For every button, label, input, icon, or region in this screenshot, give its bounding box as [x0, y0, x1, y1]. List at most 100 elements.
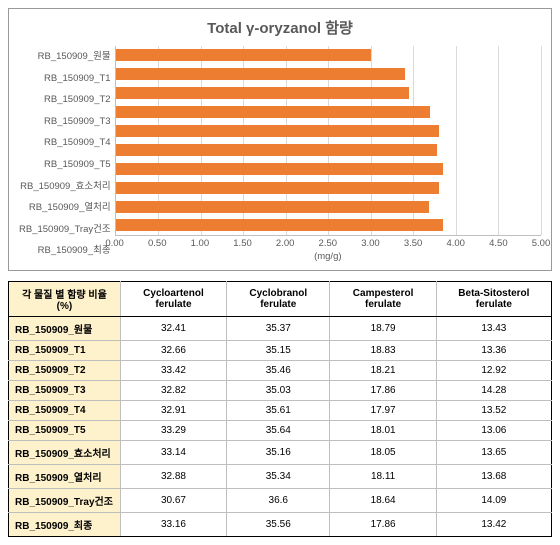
chart-bar — [116, 68, 405, 80]
table-row: RB_150909_Tray건조30.6736.618.6414.09 — [9, 489, 552, 513]
table-cell: 12.92 — [436, 361, 551, 381]
table-cell: 13.65 — [436, 441, 551, 465]
chart-plot — [115, 46, 541, 236]
table-row-header: RB_150909_열처리 — [9, 465, 121, 489]
chart-y-label: RB_150909_열처리 — [19, 203, 111, 213]
table-row-header: RB_150909_T4 — [9, 401, 121, 421]
table-cell: 14.09 — [436, 489, 551, 513]
chart-x-tick: 1.50 — [233, 238, 252, 249]
table-cell: 18.79 — [330, 317, 436, 341]
chart-title: Total γ-oryzanol 함량 — [19, 17, 541, 38]
table-cell: 35.16 — [227, 441, 330, 465]
table-cell: 33.16 — [120, 513, 226, 537]
table-row-header: RB_150909_T2 — [9, 361, 121, 381]
table-row-header: RB_150909_최종 — [9, 513, 121, 537]
table-cell: 18.11 — [330, 465, 436, 489]
chart-x-tick: 5.00 — [532, 238, 551, 249]
chart-y-label: RB_150909_Tray건조 — [19, 225, 111, 235]
table-column-header: Cycloartenol ferulate — [120, 282, 226, 317]
chart-bars — [116, 46, 541, 235]
chart-gridline — [541, 46, 542, 235]
table-cell: 17.97 — [330, 401, 436, 421]
table-cell: 33.14 — [120, 441, 226, 465]
table-cell: 32.41 — [120, 317, 226, 341]
table-cell: 35.61 — [227, 401, 330, 421]
chart-x-tick: 4.00 — [446, 238, 465, 249]
chart-y-label: RB_150909_T1 — [19, 74, 111, 84]
table-cell: 18.64 — [330, 489, 436, 513]
table-row: RB_150909_T132.6635.1518.8313.36 — [9, 341, 552, 361]
chart-y-label: RB_150909_T2 — [19, 95, 111, 105]
chart-bar — [116, 87, 410, 99]
chart-x-tick: 0.50 — [148, 238, 167, 249]
table-row: RB_150909_효소처리33.1435.1618.0513.65 — [9, 441, 552, 465]
table-row-header: RB_150909_원물 — [9, 317, 121, 341]
chart-bar — [116, 182, 439, 194]
chart-bar — [116, 163, 444, 175]
chart-y-labels: RB_150909_원물 RB_150909_T1 RB_150909_T2 RB_1… — [19, 46, 115, 262]
table-row: RB_150909_원물32.4135.3718.7913.43 — [9, 317, 552, 341]
table-cell: 17.86 — [330, 381, 436, 401]
table-column-header: Beta-Sitosterol ferulate — [436, 282, 551, 317]
table-cell: 32.82 — [120, 381, 226, 401]
table-row-header: RB_150909_Tray건조 — [9, 489, 121, 513]
table-row-header: RB_150909_T5 — [9, 421, 121, 441]
table-cell: 32.88 — [120, 465, 226, 489]
chart-bar — [116, 106, 431, 118]
table-row: RB_150909_T332.8235.0317.8614.28 — [9, 381, 552, 401]
table-cell: 18.21 — [330, 361, 436, 381]
table-cell: 35.64 — [227, 421, 330, 441]
chart-x-tick: 3.00 — [361, 238, 380, 249]
table-column-header: Campesterol ferulate — [330, 282, 436, 317]
table-cell: 13.06 — [436, 421, 551, 441]
table-cell: 18.83 — [330, 341, 436, 361]
table-cell: 32.91 — [120, 401, 226, 421]
table-cell: 13.36 — [436, 341, 551, 361]
table-row-header: RB_150909_효소처리 — [9, 441, 121, 465]
table-cell: 35.46 — [227, 361, 330, 381]
chart-y-label: RB_150909_원물 — [19, 52, 111, 62]
table-cell: 17.86 — [330, 513, 436, 537]
table-cell: 32.66 — [120, 341, 226, 361]
chart-bar — [116, 144, 438, 156]
chart-bar — [116, 219, 444, 231]
table-cell: 33.42 — [120, 361, 226, 381]
chart-x-tick: 3.50 — [404, 238, 423, 249]
table-cell: 13.68 — [436, 465, 551, 489]
table-cell: 18.01 — [330, 421, 436, 441]
table-row: RB_150909_T233.4235.4618.2112.92 — [9, 361, 552, 381]
table-column-header: Cyclobranol ferulate — [227, 282, 330, 317]
table-cell: 35.03 — [227, 381, 330, 401]
chart-y-label: RB_150909_T5 — [19, 160, 111, 170]
table-cell: 13.43 — [436, 317, 551, 341]
table-cell: 35.37 — [227, 317, 330, 341]
chart-x-tick: 4.50 — [489, 238, 508, 249]
table-row: RB_150909_T533.2935.6418.0113.06 — [9, 421, 552, 441]
chart-body: RB_150909_원물 RB_150909_T1 RB_150909_T2 RB_1… — [19, 46, 541, 262]
table-corner-cell: 각 물질 별 함량 비율 (%) — [9, 282, 121, 317]
table-cell: 33.29 — [120, 421, 226, 441]
chart-x-ticks: 0.000.501.001.502.002.503.003.504.004.50… — [115, 236, 541, 250]
chart-x-tick: 2.50 — [319, 238, 338, 249]
chart-y-label: RB_150909_효소처리 — [19, 182, 111, 192]
chart-y-label: RB_150909_최종 — [19, 246, 111, 256]
table-cell: 13.52 — [436, 401, 551, 421]
chart-y-label: RB_150909_T3 — [19, 117, 111, 127]
table-row: RB_150909_최종33.1635.5617.8613.42 — [9, 513, 552, 537]
data-table: 각 물질 별 함량 비율 (%) Cycloartenol ferulateCy… — [8, 281, 552, 537]
table-row-header: RB_150909_T1 — [9, 341, 121, 361]
table-row-header: RB_150909_T3 — [9, 381, 121, 401]
chart-x-tick: 0.00 — [105, 238, 124, 249]
table-cell: 35.34 — [227, 465, 330, 489]
chart-panel: Total γ-oryzanol 함량 RB_150909_원물RB_15090… — [8, 8, 552, 271]
table-cell: 14.28 — [436, 381, 551, 401]
chart-bar — [116, 49, 371, 61]
table-cell: 36.6 — [227, 489, 330, 513]
chart-y-label: RB_150909_T4 — [19, 138, 111, 148]
chart-x-axis-label: (mg/g) — [115, 251, 541, 262]
table-row: RB_150909_T432.9135.6117.9713.52 — [9, 401, 552, 421]
chart-bar — [116, 125, 439, 137]
chart-x-tick: 1.00 — [191, 238, 210, 249]
table-header-row: 각 물질 별 함량 비율 (%) Cycloartenol ferulateCy… — [9, 282, 552, 317]
table-cell: 18.05 — [330, 441, 436, 465]
